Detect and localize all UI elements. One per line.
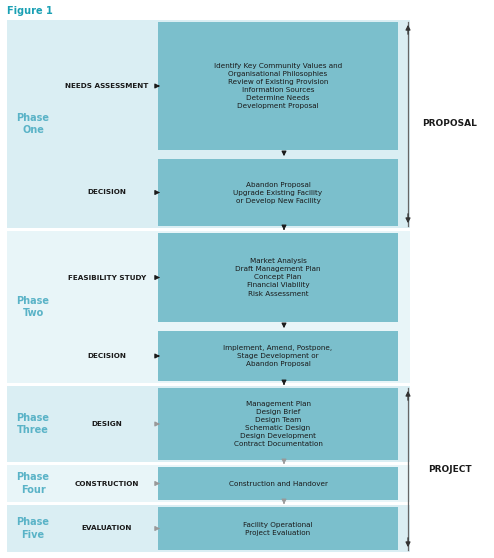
Text: EVALUATION: EVALUATION: [82, 526, 132, 532]
Bar: [158, 507, 398, 550]
Bar: [7, 465, 410, 502]
Bar: [158, 331, 398, 381]
Bar: [158, 388, 398, 460]
Text: FEASIBILITY STUDY: FEASIBILITY STUDY: [68, 275, 146, 281]
Text: Facility Operational
Project Evaluation: Facility Operational Project Evaluation: [243, 522, 313, 536]
Text: Abandon Proposal
Upgrade Existing Facility
or Develop New Facility: Abandon Proposal Upgrade Existing Facili…: [234, 181, 323, 204]
Bar: [7, 20, 410, 228]
Text: Identify Key Community Values and
Organisational Philosophies
Review of Existing: Identify Key Community Values and Organi…: [214, 63, 342, 109]
Text: Phase
Three: Phase Three: [16, 413, 49, 435]
Text: Figure 1: Figure 1: [7, 6, 53, 16]
Text: Phase
Five: Phase Five: [16, 517, 49, 540]
Text: Phase
Four: Phase Four: [16, 472, 49, 495]
Text: Construction and Handover: Construction and Handover: [229, 480, 328, 487]
Text: Implement, Amend, Postpone,
Stage Development or
Abandon Proposal: Implement, Amend, Postpone, Stage Develo…: [223, 345, 332, 367]
Text: DECISION: DECISION: [87, 353, 126, 359]
Text: PROJECT: PROJECT: [428, 464, 472, 474]
Text: PROPOSAL: PROPOSAL: [422, 119, 477, 128]
Text: NEEDS ASSESSMENT: NEEDS ASSESSMENT: [65, 83, 149, 89]
Bar: [158, 467, 398, 500]
Text: Phase
Two: Phase Two: [16, 296, 49, 318]
Bar: [7, 231, 410, 383]
Bar: [7, 386, 410, 462]
Text: CONSTRUCTION: CONSTRUCTION: [75, 480, 139, 487]
Text: DESIGN: DESIGN: [91, 421, 123, 427]
Text: Management Plan
Design Brief
Design Team
Schematic Design
Design Development
Con: Management Plan Design Brief Design Team…: [234, 401, 323, 447]
Bar: [158, 22, 398, 150]
Text: DECISION: DECISION: [87, 190, 126, 195]
Bar: [158, 159, 398, 226]
Bar: [7, 505, 410, 552]
Text: Market Analysis
Draft Management Plan
Concept Plan
Financial Viability
Risk Asse: Market Analysis Draft Management Plan Co…: [235, 258, 321, 296]
Bar: [158, 233, 398, 322]
Text: Phase
One: Phase One: [16, 113, 49, 135]
